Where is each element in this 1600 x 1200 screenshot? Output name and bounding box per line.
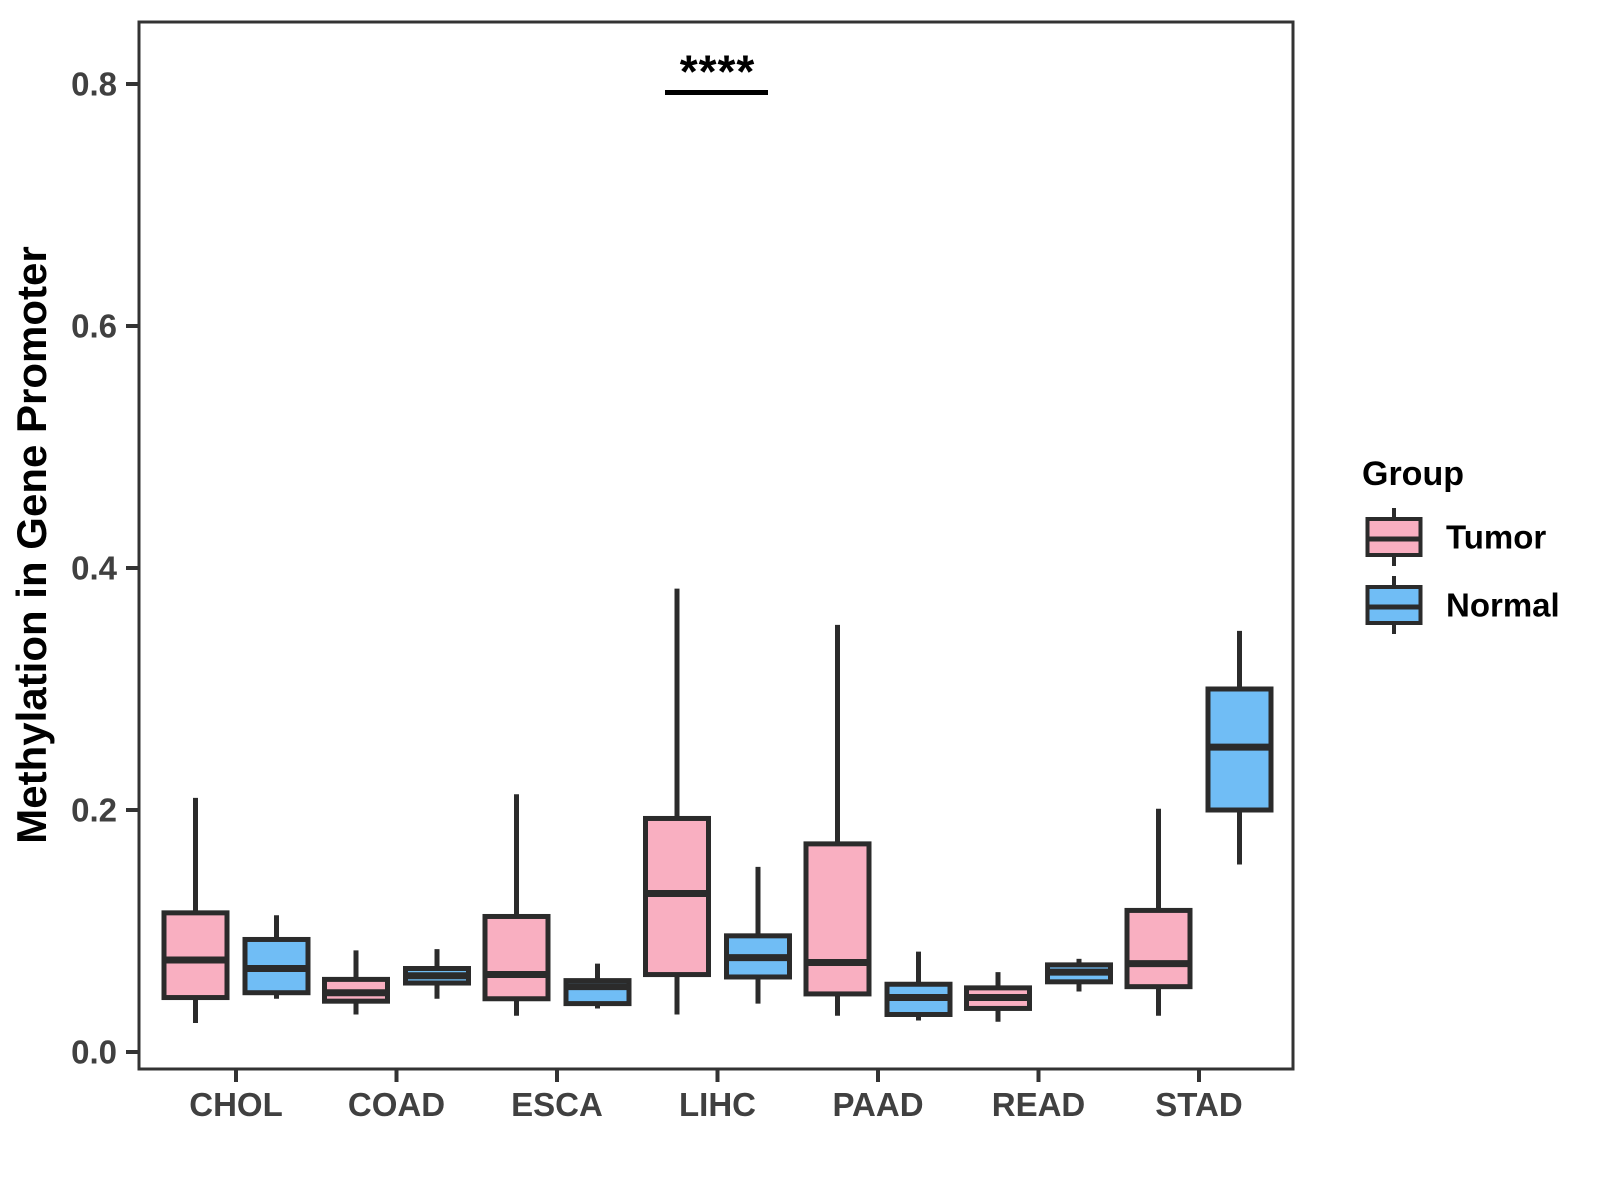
- y-tick-label: 0.2: [71, 792, 117, 829]
- legend-title: Group: [1362, 455, 1464, 493]
- x-tick-label-READ: READ: [992, 1086, 1086, 1123]
- x-tick-label-ESCA: ESCA: [511, 1086, 603, 1123]
- plot-panel-border: [137, 20, 1295, 1071]
- significance-annotation: ****: [665, 45, 768, 97]
- y-tick-label: 0.8: [71, 66, 117, 103]
- significance-label: ****: [680, 45, 756, 97]
- x-tick-label-CHOL: CHOL: [189, 1086, 283, 1123]
- x-tick-label-COAD: COAD: [348, 1086, 445, 1123]
- legend-key-tumor: [1365, 508, 1423, 566]
- legend-key-normal: [1365, 576, 1423, 634]
- x-tick-label-PAAD: PAAD: [832, 1086, 923, 1123]
- x-tick-label-LIHC: LIHC: [679, 1086, 756, 1123]
- legend-item-label-tumor: Tumor: [1446, 519, 1546, 556]
- legend: Group Tumor Normal: [1362, 455, 1560, 634]
- box-tumor-CHOL: [161, 910, 230, 1001]
- box-tumor-PAAD: [803, 841, 872, 997]
- legend-item-label-normal: Normal: [1446, 587, 1560, 624]
- box-tumor-STAD: [1124, 907, 1193, 990]
- y-tick-label: 0.6: [71, 308, 117, 345]
- y-tick-label: 0.4: [71, 550, 118, 587]
- y-tick-label: 0.0: [71, 1034, 117, 1071]
- box-tumor-ESCA: [482, 913, 551, 1002]
- y-axis-title: Methylation in Gene Promoter: [8, 246, 55, 843]
- x-tick-label-STAD: STAD: [1155, 1086, 1242, 1123]
